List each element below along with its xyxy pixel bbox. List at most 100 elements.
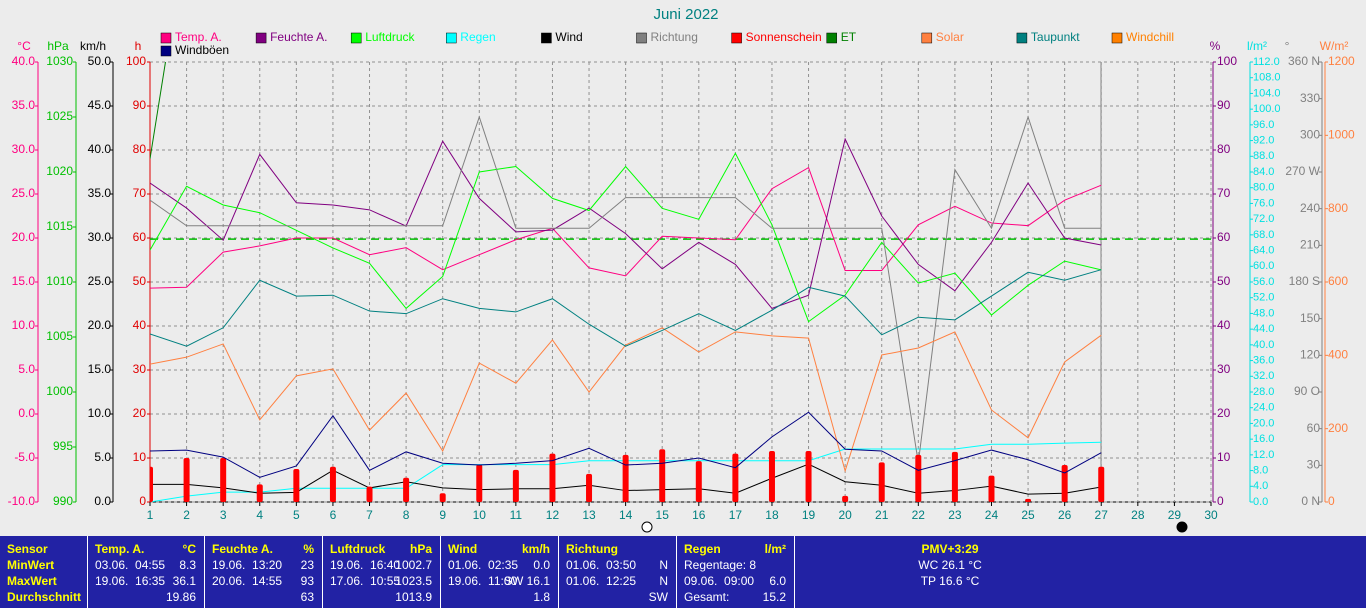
y-tick-label: 5.0 bbox=[94, 450, 111, 464]
sunshine-bar bbox=[512, 469, 519, 502]
y-tick-label: 40.0 bbox=[1253, 339, 1274, 351]
y-tick-label: 100.0 bbox=[1253, 103, 1281, 115]
x-tick-label: 25 bbox=[1021, 508, 1035, 522]
table-column: Temp. A. °C 03.06. 04:55 8.3 19.06. 16:35 36.… bbox=[88, 536, 205, 608]
row-label: 03.06. 04:55 bbox=[95, 558, 166, 572]
table-column: Richtung 01.06. 03:50 N 01.06. 12:25 N SW bbox=[559, 536, 677, 608]
y-tick-label: 1020 bbox=[46, 164, 73, 178]
table-column: Feuchte A.% 19.06. 13:20 23 20.06. 14:55 93 6… bbox=[205, 536, 323, 608]
y-tick-label: 600 bbox=[1328, 274, 1348, 288]
row-value: 15.2 bbox=[762, 590, 786, 604]
row-label: 01.06. 02:35 bbox=[448, 558, 519, 572]
legend-swatch bbox=[541, 32, 552, 44]
y-tick-label: 20.0 bbox=[88, 318, 112, 332]
row-label: Durchschnitt bbox=[7, 590, 82, 604]
y-tick-label: 50.0 bbox=[88, 54, 112, 68]
series-line bbox=[150, 152, 1102, 323]
y-tick-label: 104.0 bbox=[1253, 87, 1281, 99]
y-tick-label: 30 bbox=[1307, 458, 1321, 472]
sunshine-bar bbox=[695, 461, 702, 502]
row-value: 23 bbox=[300, 558, 314, 572]
column-title: Temp. A. bbox=[95, 542, 145, 556]
row-value: 8.3 bbox=[179, 558, 196, 572]
summary-line: WC 26.1 °C bbox=[918, 558, 982, 572]
y-tick-label: 10 bbox=[1217, 450, 1231, 464]
legend-swatch bbox=[1111, 32, 1123, 44]
column-title: Richtung bbox=[566, 542, 618, 556]
y-tick-label: 270 W bbox=[1285, 164, 1320, 178]
y-tick-label: 100 bbox=[1217, 54, 1237, 68]
x-tick-label: 27 bbox=[1095, 508, 1109, 522]
sunshine-bar bbox=[768, 450, 775, 502]
row-value: 1002.7 bbox=[395, 558, 432, 572]
x-tick-label: 5 bbox=[293, 508, 300, 522]
sunshine-bar bbox=[366, 486, 373, 502]
sunshine-bar bbox=[293, 469, 300, 502]
moon-full bbox=[641, 521, 653, 533]
x-tick-label: 6 bbox=[330, 508, 337, 522]
row-value: 93 bbox=[300, 574, 314, 588]
y-tick-label: 24.0 bbox=[1253, 402, 1274, 414]
legend-label: Windchill bbox=[1126, 30, 1174, 44]
x-tick-label: 4 bbox=[256, 508, 263, 522]
y-tick-label: 1030 bbox=[46, 54, 73, 68]
legend-label: Windböen bbox=[175, 43, 229, 57]
row-label: 01.06. 03:50 bbox=[566, 558, 637, 572]
y-tick-label: 108.0 bbox=[1253, 72, 1281, 84]
series-line bbox=[150, 269, 1102, 347]
x-tick-label: 9 bbox=[439, 508, 446, 522]
y-tick-label: 60 bbox=[1217, 230, 1231, 244]
y-tick-label: 0 N bbox=[1301, 494, 1320, 508]
y-tick-label: 360 N bbox=[1288, 54, 1320, 68]
legend-swatch bbox=[921, 32, 933, 44]
y-tick-label: 8.0 bbox=[1253, 464, 1268, 476]
y-tick-label: 0.0 bbox=[94, 494, 111, 508]
row-value: 1.8 bbox=[533, 590, 550, 604]
table-column: Regen l/m² Regentage: 8 09.06. 09:00 6.0 Gesa… bbox=[677, 536, 795, 608]
chart-title: Juni 2022 bbox=[653, 6, 718, 23]
y-tick-label: 1000 bbox=[1328, 128, 1355, 142]
sunshine-bar bbox=[586, 473, 593, 502]
sunshine-bar bbox=[329, 466, 336, 502]
x-tick-label: 7 bbox=[366, 508, 373, 522]
y-tick-label: 15.0 bbox=[12, 274, 36, 288]
row-label: 09.06. 09:00 bbox=[684, 574, 755, 588]
y-tick-label: 0 bbox=[139, 494, 146, 508]
y-tick-label: 70 bbox=[133, 186, 147, 200]
x-tick-label: 11 bbox=[510, 508, 523, 522]
y-tick-label: 50 bbox=[1217, 274, 1231, 288]
sunshine-bar bbox=[659, 449, 666, 502]
y-tick-label: 120 bbox=[1300, 348, 1320, 362]
y-tick-label: 36.0 bbox=[1253, 354, 1274, 366]
y-tick-label: 76.0 bbox=[1253, 197, 1274, 209]
column-title: Feuchte A. bbox=[212, 542, 273, 556]
sunshine-bar bbox=[732, 453, 739, 502]
y-tick-label: 72.0 bbox=[1253, 213, 1274, 225]
series-line bbox=[150, 411, 1102, 478]
y-tick-label: 0 bbox=[1328, 494, 1335, 508]
sunshine-bar bbox=[1025, 498, 1032, 502]
y-tick-label: 52.0 bbox=[1253, 292, 1274, 304]
x-tick-label: 16 bbox=[692, 508, 706, 522]
sunshine-bar bbox=[915, 454, 922, 502]
row-label: MaxWert bbox=[7, 574, 57, 588]
y-axis-title: ° bbox=[1285, 39, 1290, 53]
column-unit: l/m² bbox=[764, 542, 786, 556]
y-tick-label: 40 bbox=[133, 318, 147, 332]
legend-label: Luftdruck bbox=[365, 30, 415, 44]
summary-line: TP 16.6 °C bbox=[920, 574, 980, 588]
y-axis-title: km/h bbox=[80, 39, 106, 53]
row-label: 01.06. 12:25 bbox=[566, 574, 637, 588]
row-label: 17.06. 10:55 bbox=[330, 574, 401, 588]
x-tick-label: 15 bbox=[656, 508, 670, 522]
y-tick-label: 30.0 bbox=[12, 142, 36, 156]
y-tick-label: 20.0 bbox=[1253, 417, 1274, 429]
column-title: Regen bbox=[684, 542, 721, 556]
legend-label: Taupunkt bbox=[1031, 30, 1080, 44]
y-tick-label: 90 bbox=[133, 98, 147, 112]
x-tick-label: 19 bbox=[802, 508, 816, 522]
legend-swatch bbox=[160, 45, 172, 57]
y-tick-label: 80 bbox=[133, 142, 147, 156]
y-tick-label: 330 bbox=[1300, 91, 1320, 105]
